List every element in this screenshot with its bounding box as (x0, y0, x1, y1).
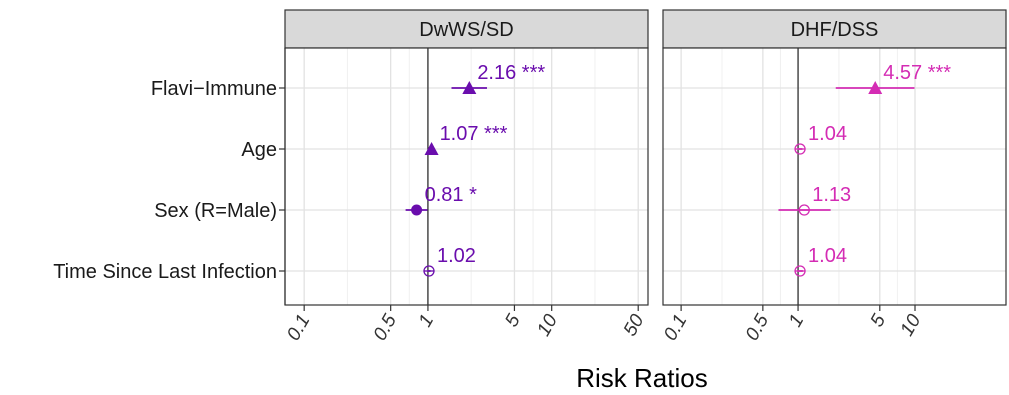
x-axis-title: Risk Ratios (576, 363, 707, 393)
panel-title: DwWS/SD (419, 19, 513, 41)
point-marker (868, 81, 883, 94)
panel-strip (284, 9, 649, 49)
data-label: 1.13 (812, 184, 851, 206)
x-tick-label: 0.5 (370, 311, 402, 345)
x-tick-label: 5 (501, 311, 525, 331)
x-tick-label: 0.1 (660, 311, 691, 344)
x-tick-label: 10 (533, 311, 562, 340)
x-tick-label: 0.1 (283, 311, 314, 344)
category-label: Flavi−Immune (151, 78, 277, 100)
category-label: Time Since Last Infection (53, 261, 277, 283)
panel-title: DHF/DSS (791, 19, 879, 41)
data-label: 1.02 (437, 245, 476, 267)
data-label: 4.57 *** (883, 62, 951, 84)
point-marker (462, 81, 477, 94)
x-tick-label: 10 (897, 311, 926, 340)
data-label: 2.16 *** (477, 62, 545, 84)
point-marker (424, 142, 439, 155)
category-label: Age (241, 139, 277, 161)
x-tick-label: 50 (620, 311, 649, 340)
panel-strip (662, 9, 1007, 49)
x-tick-label: 0.5 (742, 311, 774, 345)
panel-background (663, 48, 1006, 305)
data-label: 0.81 * (425, 184, 477, 206)
data-label: 1.04 (808, 123, 847, 145)
point-marker (411, 204, 423, 216)
data-label: 1.07 *** (440, 123, 508, 145)
x-tick-label: 1 (785, 311, 808, 331)
x-tick-label: 1 (415, 311, 438, 331)
panel-border (662, 47, 1007, 306)
data-label: 1.04 (808, 245, 847, 267)
category-label: Sex (R=Male) (154, 200, 277, 222)
x-tick-label: 5 (867, 311, 891, 331)
